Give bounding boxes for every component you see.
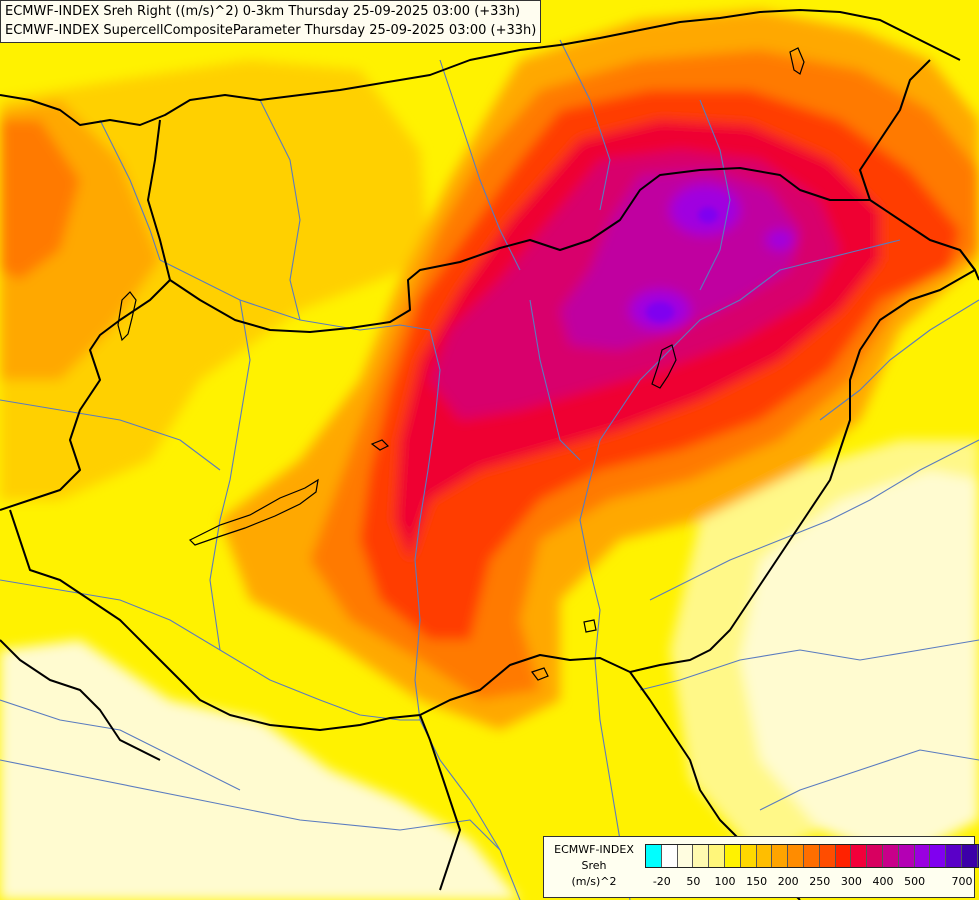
field-pale-sw	[0, 640, 520, 900]
river-north-3	[699, 99, 731, 291]
border-hungary-romania	[629, 269, 976, 673]
legend-tick-label: 400	[872, 875, 894, 888]
legend-swatches	[645, 844, 979, 868]
lake-small-1	[789, 47, 805, 75]
legend-swatch	[740, 845, 757, 867]
river-west-3	[209, 299, 251, 651]
field-deep-violet-north	[698, 207, 718, 223]
lake-small-4	[583, 619, 597, 633]
border-czech-slovakia-austria	[0, 9, 961, 126]
river-east-2	[649, 439, 979, 601]
legend-swatch	[914, 845, 931, 867]
color-legend: ECMWF-INDEX Sreh (m/s)^2 -20 50 100 150 200 2…	[543, 836, 979, 898]
border-hungary-slovakia	[169, 167, 976, 333]
river-se-2	[759, 749, 979, 811]
legend-tick-label: 250	[809, 875, 831, 888]
legend-swatch	[835, 845, 852, 867]
legend-swatch	[898, 845, 915, 867]
legend-swatch	[646, 845, 662, 867]
lake-small-3	[531, 667, 549, 681]
legend-tick-label: -20	[652, 875, 671, 888]
rivers	[0, 39, 979, 900]
field-darkorange-west	[0, 120, 80, 280]
title-line-scp: ECMWF-INDEX SupercellCompositeParameter …	[5, 23, 537, 38]
legend-swatch	[882, 845, 899, 867]
river-east-1	[819, 299, 979, 421]
border-hungary-slovenia-croatia	[9, 509, 631, 731]
legend-swatch	[819, 845, 836, 867]
border-bosnia	[0, 639, 161, 761]
legend-swatch	[803, 845, 820, 867]
legend-swatch	[724, 845, 741, 867]
legend-swatch	[709, 845, 725, 867]
border-austria-slovakia	[147, 119, 171, 281]
legend-swatch	[661, 845, 678, 867]
lake-tisza	[651, 344, 677, 389]
legend-swatch	[788, 845, 804, 867]
legend-swatch	[756, 845, 773, 867]
field-violet-core-east	[766, 230, 794, 250]
legend-swatch	[693, 845, 710, 867]
legend-variable: Sreh	[581, 859, 607, 872]
legend-swatch	[867, 845, 883, 867]
field-purple	[560, 170, 800, 350]
border-ukraine-romania	[859, 59, 931, 201]
lakes	[117, 47, 805, 681]
legend-tick-label: 150	[746, 875, 768, 888]
river-drava	[0, 579, 420, 721]
river-tisza	[579, 239, 901, 900]
legend-swatch	[946, 845, 962, 867]
lake-neusiedl	[117, 291, 137, 342]
river-north-2	[559, 39, 611, 211]
river-centre-1	[529, 299, 581, 461]
legend-tick-label: 500	[904, 875, 926, 888]
river-se-1	[639, 639, 979, 691]
legend-tick-label: 300	[840, 875, 862, 888]
legend-swatch	[961, 845, 978, 867]
border-hungary-austria	[0, 279, 171, 511]
legend-tick-label: 50	[686, 875, 701, 888]
border-croatia-serbia	[419, 714, 461, 891]
legend-tick-label: 200	[777, 875, 799, 888]
legend-swatch	[772, 845, 789, 867]
legend-tick-label: 700	[951, 875, 973, 888]
field-deep-violet-centre	[646, 302, 674, 322]
legend-swatch	[930, 845, 947, 867]
river-sw-1	[0, 699, 241, 791]
field-pale-se	[740, 470, 979, 860]
legend-swatch	[677, 845, 694, 867]
title-line-sreh: ECMWF-INDEX Sreh Right ((m/s)^2) 0-3km T…	[5, 4, 521, 19]
river-north-1	[439, 59, 521, 271]
river-west-1	[0, 399, 221, 471]
river-west-2	[99, 119, 161, 261]
lake-balaton	[188, 478, 319, 546]
river-sava	[0, 759, 501, 851]
lake-small-2	[370, 439, 390, 451]
country-borders	[0, 9, 979, 900]
field-lightyellow-se	[670, 440, 979, 860]
map-title-box: ECMWF-INDEX Sreh Right ((m/s)^2) 0-3km T…	[0, 0, 542, 43]
legend-title: ECMWF-INDEX	[554, 843, 634, 856]
legend-tick-label: 100	[714, 875, 736, 888]
legend-unit: (m/s)^2	[571, 875, 617, 888]
border-ukraine-east	[959, 249, 979, 281]
legend-swatch	[977, 845, 979, 867]
legend-swatch	[851, 845, 868, 867]
river-nw-1	[259, 99, 301, 321]
